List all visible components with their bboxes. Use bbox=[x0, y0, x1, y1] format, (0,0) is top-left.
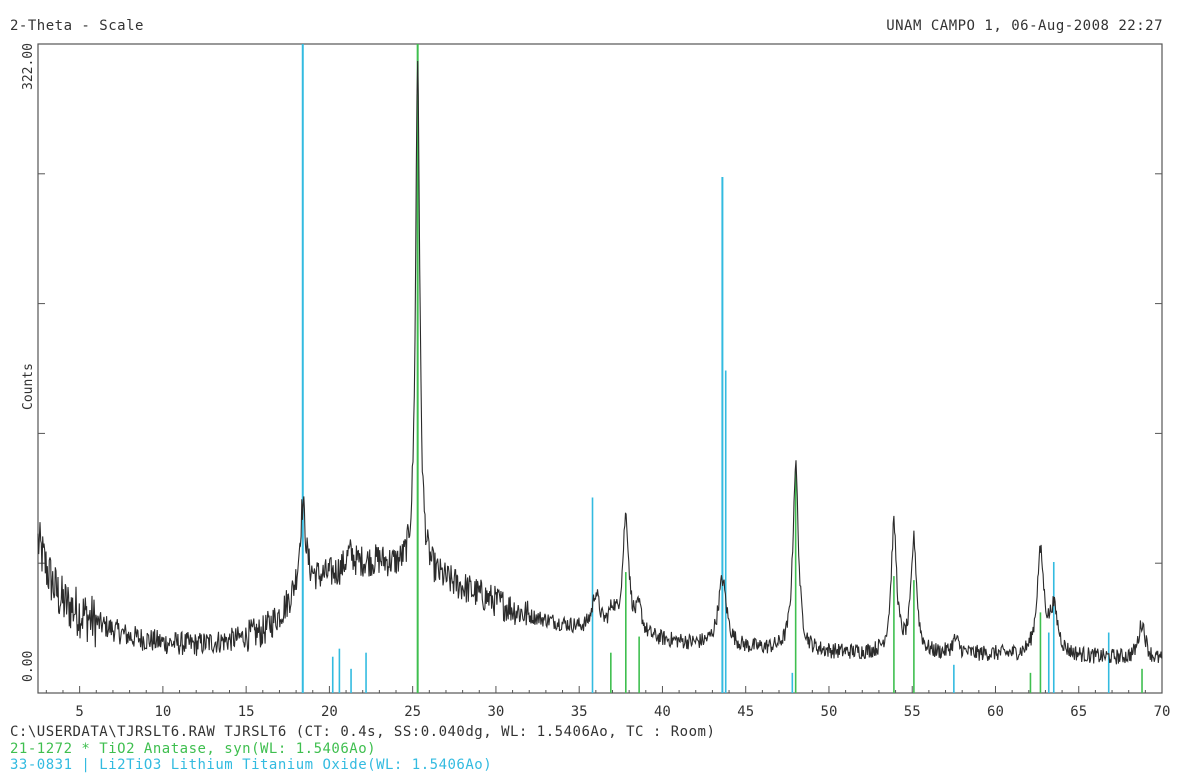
x-tick-label: 20 bbox=[321, 704, 338, 720]
x-tick-label: 45 bbox=[737, 704, 754, 720]
x-tick-label: 60 bbox=[987, 704, 1004, 720]
y-max-label: 322.00 bbox=[21, 43, 36, 90]
x-tick-labels: 5 10 15 20 25 30 35 40 45 50 55 60 65 70 bbox=[75, 704, 1170, 720]
x-tick-label: 55 bbox=[904, 704, 921, 720]
x-tick-label: 70 bbox=[1154, 704, 1171, 720]
x-tick-label: 30 bbox=[487, 704, 504, 720]
plot-frame bbox=[37, 43, 1163, 694]
y-min-label: 0.00 bbox=[21, 651, 36, 682]
raw-file-info: C:\USERDATA\TJRSLT6.RAW TJRSLT6 (CT: 0.4… bbox=[10, 724, 716, 740]
scale-title: 2-Theta - Scale bbox=[10, 18, 144, 34]
x-tick-label: 40 bbox=[654, 704, 671, 720]
x-tick-label: 65 bbox=[1070, 704, 1087, 720]
li2tio3-reference-sticks bbox=[301, 44, 1110, 693]
x-tick-label: 25 bbox=[404, 704, 421, 720]
axis-ticks bbox=[38, 43, 1163, 694]
x-tick-label: 5 bbox=[75, 704, 83, 720]
x-tick-label: 10 bbox=[154, 704, 171, 720]
diffraction-pattern-line bbox=[37, 60, 1163, 665]
anatase-reference-sticks bbox=[416, 44, 1143, 693]
x-tick-label: 15 bbox=[238, 704, 255, 720]
x-tick-label: 35 bbox=[571, 704, 588, 720]
y-axis-label: Counts bbox=[21, 363, 36, 410]
instrument-timestamp: UNAM CAMPO 1, 06-Aug-2008 22:27 bbox=[886, 18, 1163, 34]
x-tick-label: 50 bbox=[821, 704, 838, 720]
legend-li2tio3: 33-0831 | Li2TiO3 Lithium Titanium Oxide… bbox=[10, 757, 493, 773]
legend-anatase: 21-1272 * TiO2 Anatase, syn(WL: 1.5406Ao… bbox=[10, 741, 377, 757]
